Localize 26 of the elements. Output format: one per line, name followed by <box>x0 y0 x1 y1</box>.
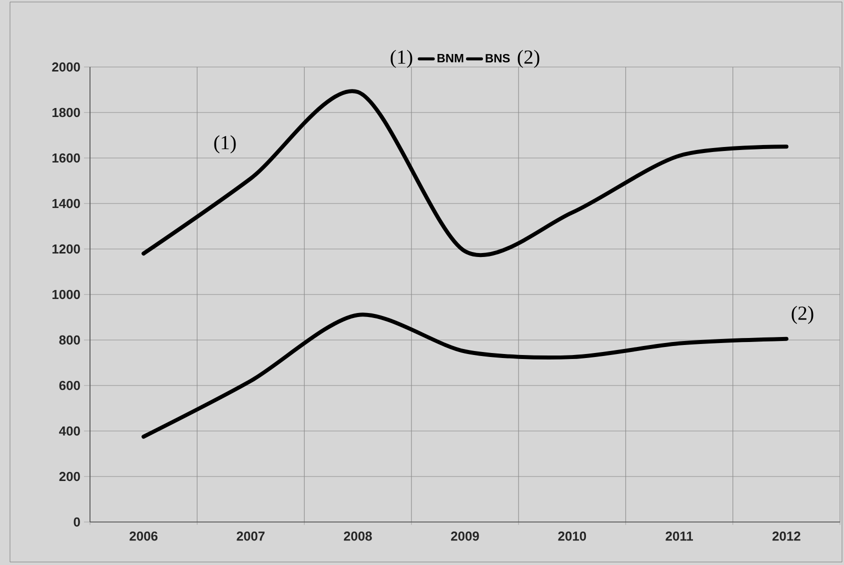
annotation: (2) <box>518 50 540 68</box>
y-tick-label: 1000 <box>52 290 80 300</box>
x-tick-label: 2006 <box>130 532 158 541</box>
x-tick-label: 2011 <box>666 532 693 541</box>
annotation: (1) <box>214 135 236 154</box>
x-tick-label: 2009 <box>451 532 479 541</box>
legend-label: BNS <box>486 54 510 62</box>
y-tick-label: 1400 <box>52 198 80 208</box>
legend-label: BNM <box>438 54 464 62</box>
y-tick-label: 2000 <box>52 62 80 72</box>
y-tick-label: 400 <box>59 426 80 436</box>
line-series <box>142 89 788 257</box>
annotation: (1) <box>390 50 412 68</box>
y-tick-label: 1600 <box>52 153 80 163</box>
x-tick-label: 2012 <box>772 532 800 541</box>
y-tick-label: 0 <box>74 517 80 527</box>
y-tick-label: 1200 <box>52 244 80 254</box>
line-series <box>142 312 788 439</box>
y-tick-label: 200 <box>59 472 80 482</box>
y-tick-label: 800 <box>59 335 80 345</box>
y-tick-label: 600 <box>59 380 80 390</box>
x-tick-label: 2008 <box>344 532 372 541</box>
annotation: (2) <box>792 306 814 324</box>
y-tick-label: 1800 <box>52 108 80 118</box>
x-tick-label: 2010 <box>558 532 586 541</box>
x-tick-label: 2007 <box>236 532 265 541</box>
